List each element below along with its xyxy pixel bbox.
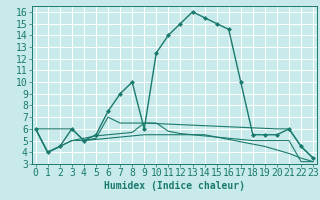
X-axis label: Humidex (Indice chaleur): Humidex (Indice chaleur) <box>104 181 245 191</box>
